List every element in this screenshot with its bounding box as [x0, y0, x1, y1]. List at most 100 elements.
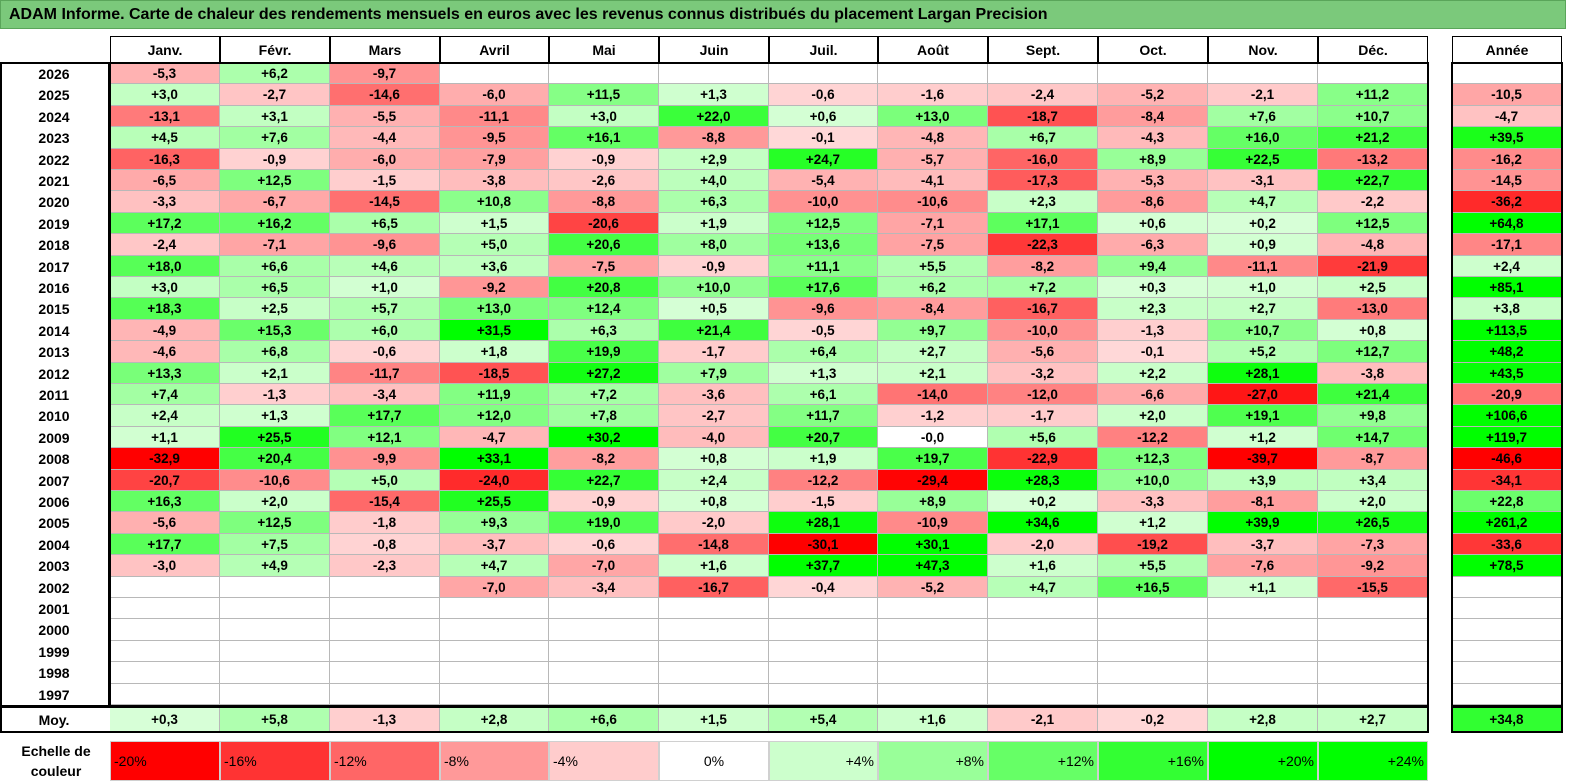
heatmap-cell: -18,5	[440, 363, 549, 384]
heatmap-cell: -5,6	[110, 512, 220, 534]
heatmap-cell: +3,1	[220, 106, 330, 127]
annual-cell	[1452, 598, 1562, 619]
heatmap-cell: -4,6	[110, 341, 220, 363]
year-label: 2009	[38, 429, 70, 446]
heatmap-cell: +5,5	[1098, 555, 1208, 577]
year-label: 1997	[38, 686, 70, 703]
heatmap-cell: -4,8	[878, 127, 988, 149]
heatmap-cell: +7,6	[220, 127, 330, 149]
heatmap-cell: +9,8	[1318, 405, 1428, 427]
annual-cell: -4,7	[1452, 106, 1562, 127]
year-label: 2011	[38, 386, 70, 403]
heatmap-cell: +2,5	[1318, 277, 1428, 298]
heatmap-cell	[549, 684, 659, 705]
year-label: 1998	[38, 665, 70, 681]
year-label: 2026	[38, 65, 70, 82]
heatmap-cell: +2,0	[220, 491, 330, 512]
heatmap-cell: -22,3	[988, 234, 1098, 256]
heatmap-cell: +17,2	[110, 213, 220, 234]
year-label: 2014	[38, 322, 70, 339]
heatmap-cell: +30,2	[549, 427, 659, 448]
heatmap-cell: -4,3	[1098, 127, 1208, 149]
heatmap-cell: +8,9	[1098, 149, 1208, 170]
heatmap-cell: -1,5	[330, 170, 440, 191]
heatmap-cell: -3,7	[440, 534, 549, 555]
annual-cell: +64,8	[1452, 213, 1562, 234]
heatmap-cell: +16,1	[549, 127, 659, 149]
heatmap-cell	[1208, 662, 1318, 684]
heatmap-cell: +16,3	[110, 491, 220, 512]
heatmap-cell: +18,0	[110, 256, 220, 277]
heatmap-cell: -0,1	[769, 127, 878, 149]
heatmap-cell: +22,7	[1318, 170, 1428, 191]
annual-cell: -33,6	[1452, 534, 1562, 555]
heatmap-cell: +12,5	[1318, 213, 1428, 234]
heatmap-cell: -10,6	[878, 191, 988, 213]
heatmap-cell: +24,7	[769, 149, 878, 170]
heatmap-cell: -4,1	[878, 170, 988, 191]
heatmap-cell: +21,4	[659, 320, 769, 341]
heatmap-cell: +19,7	[878, 448, 988, 470]
heatmap-cell: +4,6	[330, 256, 440, 277]
annual-cell: -17,1	[1452, 234, 1562, 256]
heatmap-cell: +1,1	[110, 427, 220, 448]
heatmap-cell: -3,3	[110, 191, 220, 213]
annual-cell: +39,5	[1452, 127, 1562, 149]
heatmap-cell: +12,5	[220, 512, 330, 534]
heatmap-cell: -6,6	[1098, 384, 1208, 405]
year-label: 2008	[38, 451, 70, 467]
heatmap-cell: -20,7	[110, 470, 220, 491]
heatmap-cell: -4,9	[110, 320, 220, 341]
heatmap-cell	[330, 619, 440, 641]
heatmap-cell: +5,7	[330, 298, 440, 320]
annual-cell: -10,5	[1452, 84, 1562, 106]
heatmap-cell: -2,7	[220, 84, 330, 106]
heatmap-cell: +10,7	[1208, 320, 1318, 341]
heatmap-cell	[878, 662, 988, 684]
heatmap-cell: +11,7	[769, 405, 878, 427]
heatmap-cell: +12,5	[220, 170, 330, 191]
color-scale-swatch: +16%	[1098, 741, 1208, 781]
heatmap-cell: +12,4	[549, 298, 659, 320]
heatmap-cell: +21,4	[1318, 384, 1428, 405]
heatmap-cell: +11,5	[549, 84, 659, 106]
heatmap-cell: +10,0	[659, 277, 769, 298]
heatmap-cell: -1,5	[769, 491, 878, 512]
heatmap-cell: -11,7	[330, 363, 440, 384]
heatmap-cell: +6,4	[769, 341, 878, 363]
heatmap-cell	[769, 63, 878, 84]
heatmap-cell: +0,3	[1098, 277, 1208, 298]
heatmap-cell: -14,6	[330, 84, 440, 106]
heatmap-cell: +17,7	[330, 405, 440, 427]
year-label: 2000	[38, 622, 70, 638]
heatmap-cell	[1098, 63, 1208, 84]
heatmap-cell: +7,6	[1208, 106, 1318, 127]
heatmap-cell: -2,2	[1318, 191, 1428, 213]
heatmap-cell: -2,7	[659, 405, 769, 427]
heatmap-cell	[220, 577, 330, 598]
heatmap-cell	[1098, 641, 1208, 662]
heatmap-cell: +4,5	[110, 127, 220, 149]
heatmap-cell: +30,1	[878, 534, 988, 555]
heatmap-cell: +11,9	[440, 384, 549, 405]
month-header: Déc.	[1318, 36, 1428, 63]
year-label: 2010	[38, 408, 70, 424]
heatmap-cell: -7,0	[440, 577, 549, 598]
heatmap-cell: -9,2	[440, 277, 549, 298]
heatmap-cell	[1208, 63, 1318, 84]
heatmap-cell: -8,1	[1208, 491, 1318, 512]
heatmap-cell: +1,3	[659, 84, 769, 106]
heatmap-cell: +34,6	[988, 512, 1098, 534]
heatmap-cell: -8,6	[1098, 191, 1208, 213]
heatmap-cell: -2,1	[1208, 84, 1318, 106]
heatmap-cell	[1098, 684, 1208, 705]
heatmap-cell: +1,0	[1208, 277, 1318, 298]
year-label: 2001	[38, 600, 70, 617]
annual-cell: -16,2	[1452, 149, 1562, 170]
heatmap-cell: +4,7	[988, 577, 1098, 598]
year-label: 2017	[38, 258, 70, 275]
heatmap-cell: +20,6	[549, 234, 659, 256]
heatmap-cell	[659, 598, 769, 619]
heatmap-cell: -8,4	[1098, 106, 1208, 127]
heatmap-cell	[1098, 662, 1208, 684]
